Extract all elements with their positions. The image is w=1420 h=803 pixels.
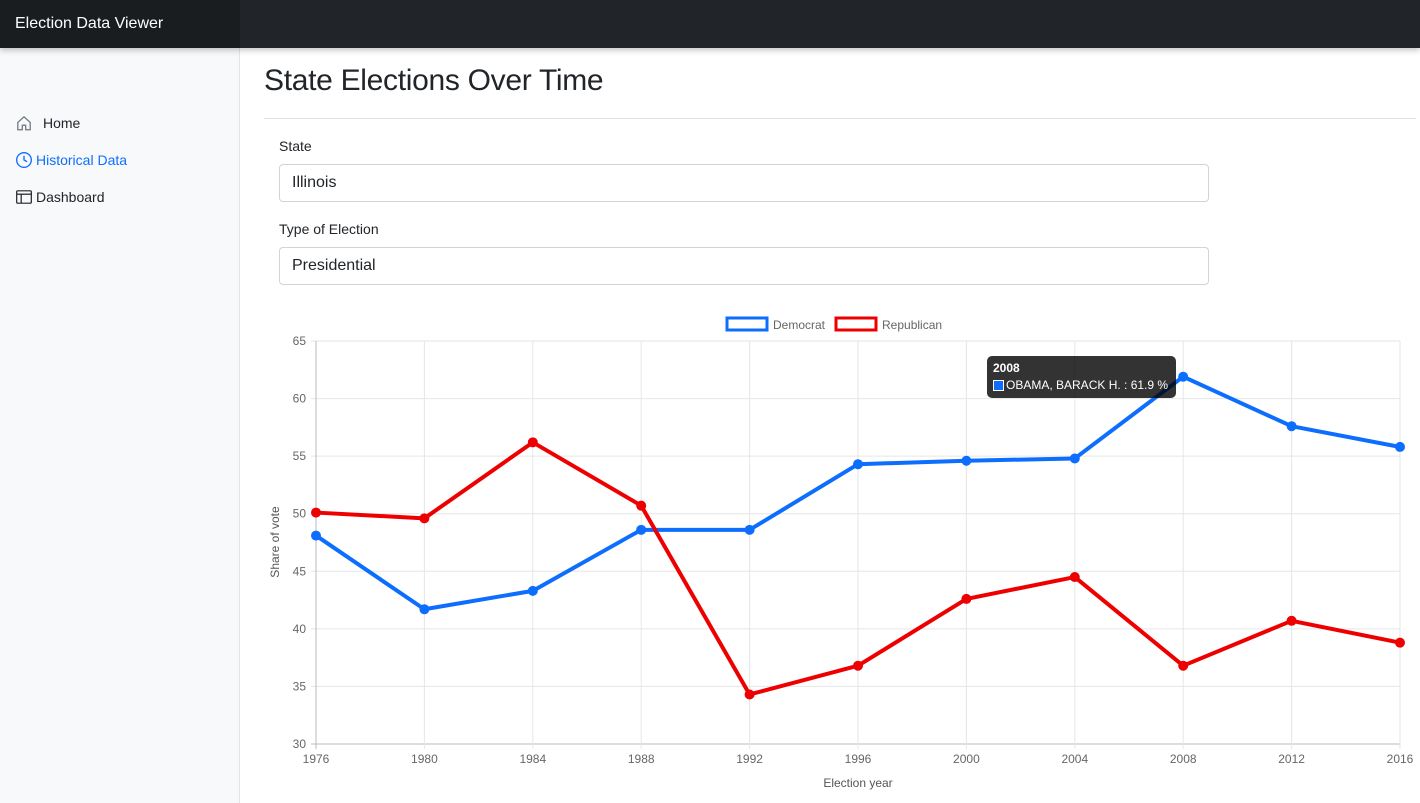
x-tick-label: 2000	[953, 752, 980, 766]
sidebar-item-label: Dashboard	[36, 189, 105, 205]
title-divider	[264, 118, 1416, 119]
x-tick-label: 2012	[1278, 752, 1305, 766]
sidebar-item-label: Historical Data	[36, 152, 128, 168]
y-tick-label: 45	[293, 564, 307, 578]
x-tick-label: 1976	[303, 752, 330, 766]
chart-series	[311, 371, 1405, 700]
data-point-republican[interactable]	[527, 437, 538, 448]
data-point-republican[interactable]	[744, 689, 755, 700]
x-tick-label: 2004	[1061, 752, 1088, 766]
data-point-republican[interactable]	[1178, 660, 1189, 671]
x-tick-label: 1984	[519, 752, 546, 766]
y-tick-label: 40	[293, 622, 307, 636]
sidebar: Home Historical Data Dashboard	[0, 48, 240, 803]
data-point-democrat[interactable]	[1395, 441, 1405, 452]
data-point-republican[interactable]	[961, 593, 972, 604]
legend-swatch-democrat[interactable]	[725, 316, 769, 332]
y-tick-label: 65	[293, 334, 307, 348]
data-point-democrat[interactable]	[311, 530, 321, 541]
y-tick-label: 35	[293, 679, 307, 693]
table-icon	[16, 190, 32, 204]
data-point-republican[interactable]	[636, 500, 647, 511]
x-tick-label: 1980	[411, 752, 438, 766]
data-point-democrat[interactable]	[961, 455, 972, 466]
tooltip-title: 2008	[993, 361, 1020, 375]
data-point-democrat[interactable]	[1069, 453, 1080, 464]
legend-label-democrat[interactable]: Democrat	[773, 318, 826, 332]
x-tick-label: 2008	[1170, 752, 1197, 766]
sidebar-item-dashboard[interactable]: Dashboard	[15, 185, 105, 209]
data-point-democrat[interactable]	[1286, 421, 1297, 432]
clock-icon	[16, 152, 32, 168]
data-point-democrat[interactable]	[744, 524, 755, 535]
data-point-democrat[interactable]	[1178, 371, 1189, 382]
data-point-democrat[interactable]	[527, 585, 538, 596]
data-point-republican[interactable]	[1395, 637, 1405, 648]
state-label: State	[279, 138, 312, 154]
x-tick-label: 1988	[628, 752, 655, 766]
chart-tooltip: 2008 OBAMA, BARACK H. : 61.9 %	[987, 356, 1176, 398]
chart-grid	[311, 340, 1401, 749]
y-tick-label: 55	[293, 449, 307, 463]
x-tick-label: 1992	[736, 752, 763, 766]
data-point-democrat[interactable]	[636, 524, 647, 535]
legend-label-republican[interactable]: Republican	[882, 318, 942, 332]
app-brand[interactable]: Election Data Viewer	[0, 0, 240, 48]
legend-swatch-republican[interactable]	[834, 316, 878, 332]
data-point-democrat[interactable]	[853, 459, 863, 470]
y-tick-label: 60	[293, 392, 307, 406]
election-type-select[interactable]: Presidential	[279, 247, 1209, 285]
state-select[interactable]: Illinois	[279, 164, 1209, 202]
sidebar-item-label: Home	[43, 115, 81, 131]
data-point-republican[interactable]	[853, 660, 863, 671]
election-type-label: Type of Election	[279, 221, 379, 237]
top-navbar: Election Data Viewer	[0, 0, 1420, 48]
y-axis-title: Share of vote	[268, 506, 282, 578]
chart-axes: 30 35 40 45 50 55 60 65 1976 1980 1984 1988 1992 1996…	[293, 334, 1414, 766]
tooltip-text: OBAMA, BARACK H. : 61.9 %	[1006, 378, 1169, 392]
x-tick-label: 1996	[845, 752, 872, 766]
x-tick-label: 2016	[1387, 752, 1414, 766]
home-icon	[17, 115, 31, 131]
sidebar-item-historical-data[interactable]: Historical Data	[15, 148, 127, 172]
page-title: State Elections Over Time	[264, 64, 604, 97]
sidebar-item-home[interactable]: Home	[15, 111, 80, 135]
tooltip-color-swatch	[993, 379, 1004, 391]
chart-legend[interactable]: Democrat Republican	[725, 316, 942, 332]
y-tick-label: 50	[293, 507, 307, 521]
data-point-republican[interactable]	[1286, 615, 1297, 626]
data-point-republican[interactable]	[419, 513, 430, 524]
data-point-republican[interactable]	[1069, 572, 1080, 583]
data-point-democrat[interactable]	[419, 604, 430, 615]
data-point-republican[interactable]	[311, 507, 321, 518]
x-axis-title: Election year	[823, 776, 892, 790]
y-tick-label: 30	[293, 737, 307, 751]
